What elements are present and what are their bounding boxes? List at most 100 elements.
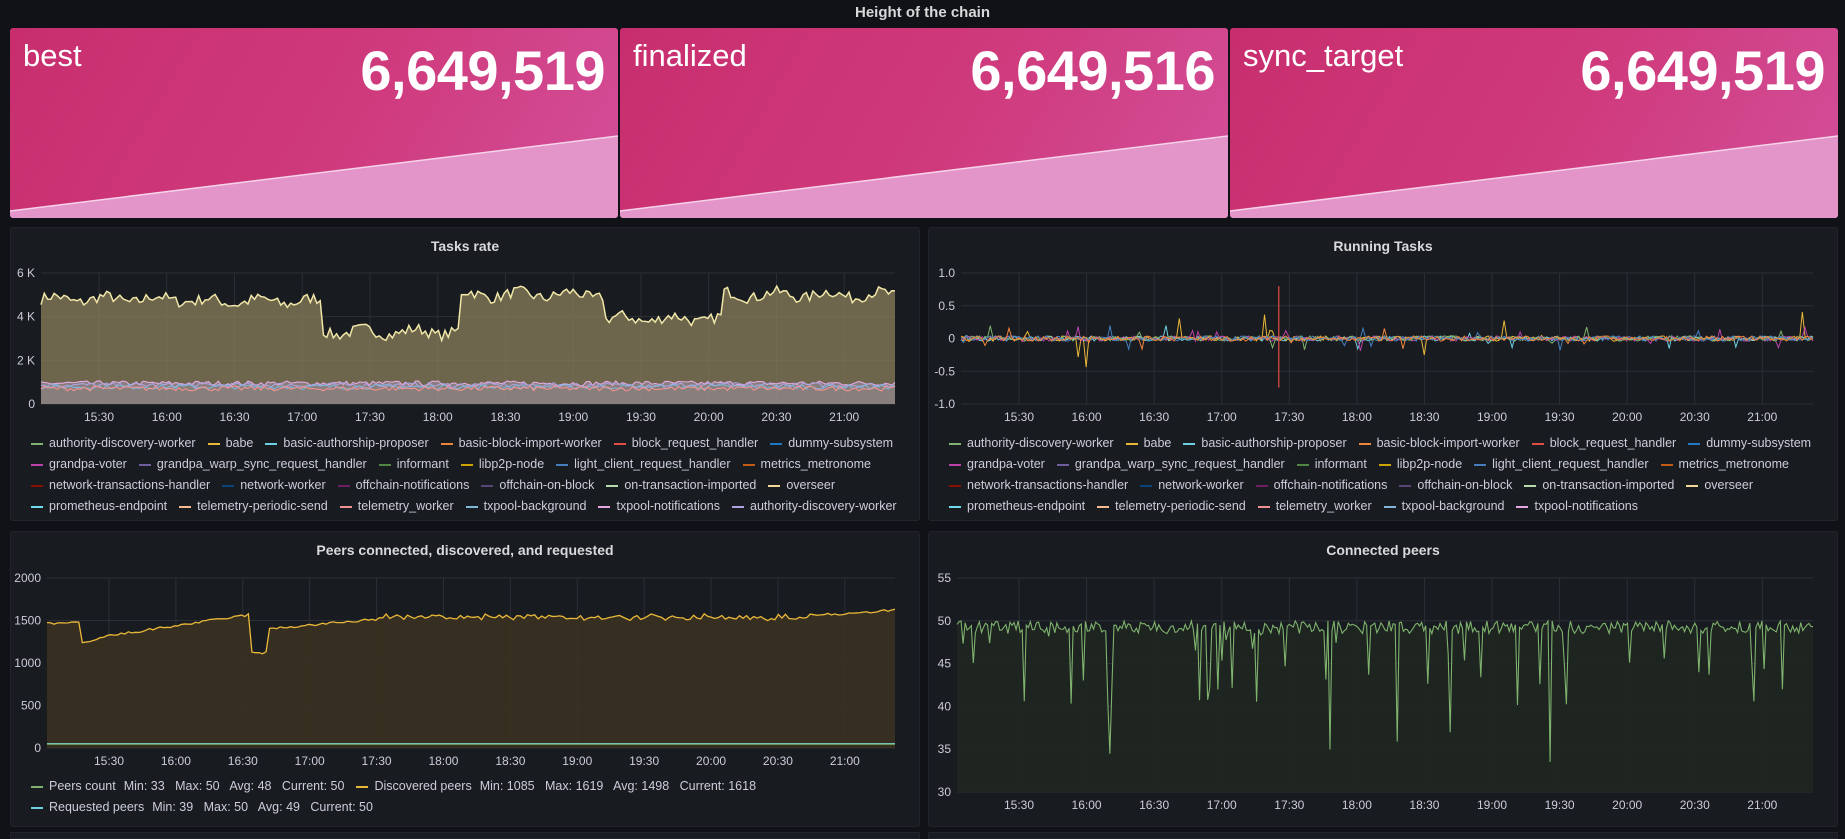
legend-item[interactable]: offchain-notifications [337,475,469,496]
row-title[interactable]: Height of the chain [855,4,990,21]
legend-item[interactable]: telemetry-periodic-send [1097,496,1246,517]
series-area-main [41,286,895,404]
legend-item[interactable]: libp2p-node [1378,454,1462,475]
x-tick-label: 19:00 [1477,410,1507,424]
legend-swatch [1524,484,1537,487]
legend-item[interactable]: telemetry_worker [1257,496,1372,517]
legend-item[interactable]: light_client_request_handler [556,454,731,475]
legend-item[interactable]: overseer [1686,475,1753,496]
legend-item[interactable]: telemetry-periodic-send [179,496,328,517]
legend-item[interactable]: authority-discovery-worker [949,433,1114,454]
legend-item[interactable]: metrics_metronome [1660,454,1789,475]
x-tick-label: 17:00 [1207,410,1237,424]
legend-item[interactable]: block_request_handler [1531,433,1676,454]
legend-item[interactable]: network-worker [1140,475,1244,496]
legend-swatch [1688,442,1701,445]
legend-item[interactable]: basic-authorship-proposer [1183,433,1347,454]
legend-item[interactable]: grandpa_warp_sync_request_handler [1056,454,1285,475]
panel-connected-peers[interactable]: Connected peers 55 50 45 40 35 30 15:30 16:00 16… [928,531,1838,827]
panel-title[interactable]: Connected peers [1326,542,1440,558]
legend-item[interactable]: grandpa-voter [949,454,1045,475]
legend-item[interactable]: offchain-notifications [1255,475,1388,496]
legend-item[interactable]: authority-discovery-worker [732,496,897,517]
legend-label: metrics_metronome [1678,457,1789,471]
legend-item[interactable]: offchain-on-block [481,475,594,496]
legend-item[interactable]: block_request_handler [613,433,758,454]
x-tick-label: 20:30 [1680,410,1710,424]
legend-swatch [481,484,494,487]
legend-item[interactable]: txpool-background [465,496,586,517]
stat-value: 6,649,519 [1580,39,1825,102]
next-row-strip [0,832,1845,839]
legend-item[interactable]: txpool-notifications [598,496,720,517]
legend-label: prometheus-endpoint [967,499,1086,513]
legend-item[interactable]: overseer [768,475,835,496]
legend-item[interactable]: metrics_metronome [742,454,871,475]
legend-stats: Min: 33 Max: 50 Avg: 48 Current: 50 [123,779,345,793]
legend-swatch [1378,463,1391,466]
legend-item[interactable]: network-transactions-handler [949,475,1128,496]
legend-item[interactable]: informant [378,454,449,475]
panel-peers[interactable]: Peers connected, discovered, and request… [10,531,920,827]
legend-item[interactable]: txpool-notifications [1516,496,1638,517]
y-tick-label: 4 K [17,310,35,324]
panel-title[interactable]: Tasks rate [430,238,500,254]
legend-swatch [1140,484,1153,487]
stat-label: finalized [633,38,747,73]
legend-label: overseer [1704,478,1753,492]
legend-item[interactable]: on-transaction-imported [606,475,756,496]
legend-label: basic-block-import-worker [1376,436,1520,450]
legend-item[interactable]: informant [1296,454,1367,475]
x-tick-label: 16:30 [228,754,258,768]
legend-swatch [949,442,961,445]
legend-item[interactable]: Discovered peers Min: 1085 Max: 1619 Avg:… [356,776,756,797]
stat-sync-target[interactable]: sync_target 6,649,519 [1230,28,1838,218]
legend-item[interactable]: prometheus-endpoint [31,496,167,517]
panel-title[interactable]: Peers connected, discovered, and request… [316,542,614,558]
legend-item[interactable]: basic-authorship-proposer [265,433,429,454]
legend-item[interactable]: telemetry_worker [339,496,454,517]
legend-item[interactable]: network-transactions-handler [31,475,210,496]
panel-tasks-rate[interactable]: Tasks rate 0 2 K 4 K 6 K 15:30 16:00 16:30 17:0… [10,227,920,521]
stat-finalized[interactable]: finalized 6,649,516 [620,28,1228,218]
legend-item[interactable]: prometheus-endpoint [949,496,1085,517]
running-tasks-chart: 1.0 0.5 0 -0.5 -1.0 15:30 16:00 16:30 17:00 17:30… [934,266,1814,424]
legend-item[interactable]: babe [1125,433,1171,454]
legend-item[interactable]: dummy-subsystem [770,433,893,454]
x-tick-label: 16:30 [219,410,249,424]
x-tick-label: 18:00 [428,754,458,768]
legend-item[interactable]: grandpa-voter [31,454,127,475]
legend-item[interactable]: authority-discovery-worker [31,433,196,454]
stat-best[interactable]: best 6,649,519 [10,28,618,218]
legend-label: offchain-notifications [1273,478,1388,492]
panel-title[interactable]: Running Tasks [1333,238,1433,254]
legend-swatch [1255,484,1268,487]
legend-swatch [31,484,43,487]
legend-label: authority-discovery-worker [750,499,897,513]
legend-item[interactable]: babe [207,433,253,454]
x-tick-label: 19:30 [626,410,656,424]
panel-running-tasks[interactable]: Running Tasks 1.0 0.5 0 -0.5 -1.0 15:30 16:00 1… [928,227,1838,521]
legend-item[interactable]: network-worker [222,475,326,496]
legend-item[interactable]: Peers count Min: 33 Max: 50 Avg: 48 Curre… [31,776,344,797]
legend-label: Discovered peers [374,779,472,793]
legend-label: informant [396,457,449,471]
legend-item[interactable]: on-transaction-imported [1524,475,1674,496]
legend-item[interactable]: txpool-background [1383,496,1504,517]
legend-item[interactable]: light_client_request_handler [1474,454,1649,475]
x-tick-label: 15:30 [1004,798,1034,812]
legend-item[interactable]: libp2p-node [460,454,544,475]
legend-label: telemetry_worker [357,499,454,513]
legend-item[interactable]: Requested peers Min: 39 Max: 50 Avg: 49 C… [31,797,373,818]
legend-item[interactable]: basic-block-import-worker [440,433,602,454]
legend-swatch [1516,505,1529,508]
legend-item[interactable]: dummy-subsystem [1688,433,1811,454]
y-tick-label: 30 [938,785,952,799]
legend-item[interactable]: grandpa_warp_sync_request_handler [138,454,367,475]
legend-label: txpool-notifications [1534,499,1639,513]
legend-label: basic-authorship-proposer [1201,436,1347,450]
legend-label: txpool-notifications [616,499,721,513]
legend-item[interactable]: offchain-on-block [1399,475,1512,496]
legend-item[interactable]: basic-block-import-worker [1358,433,1520,454]
